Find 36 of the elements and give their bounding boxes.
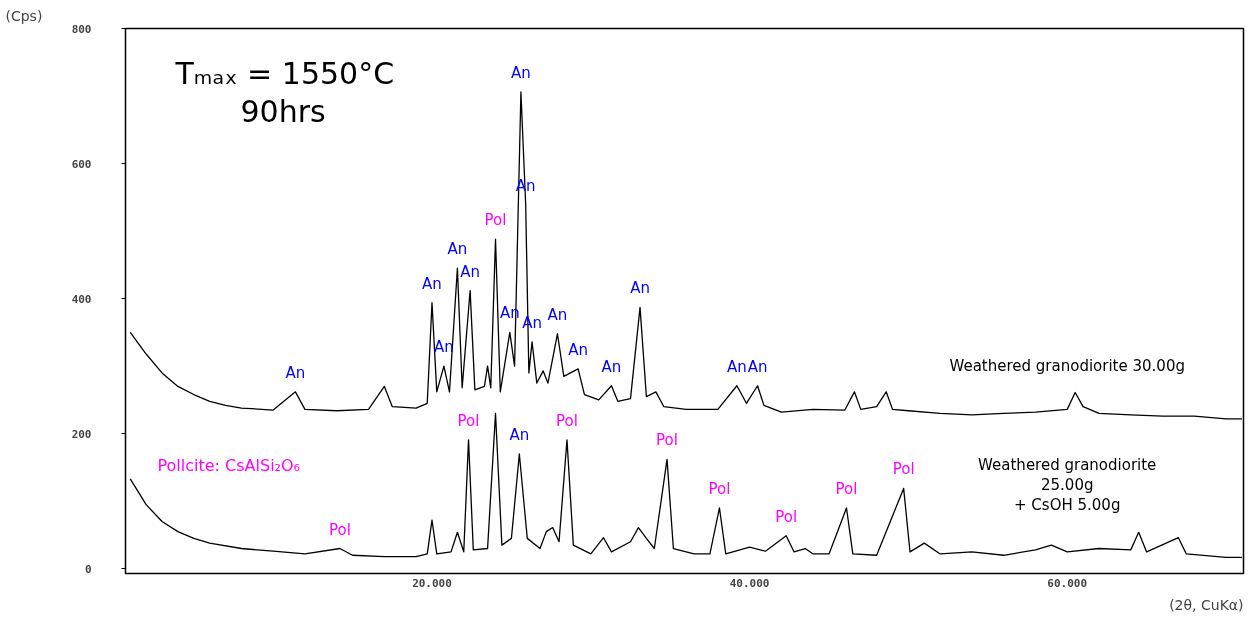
annotation: Tₘₐₓ = 1550°C	[174, 56, 395, 91]
annotation: Pol	[775, 507, 798, 526]
annotation: 90hrs	[240, 94, 326, 129]
annotation: Pol	[556, 411, 578, 430]
x-tick-label: 40.000	[729, 576, 770, 590]
x-tick-label: 60.000	[1047, 576, 1088, 590]
y-tick-label: 0	[84, 562, 92, 576]
annotation: Pol	[835, 479, 858, 498]
annotation: Pol	[892, 460, 915, 479]
annotation: Pol	[457, 411, 480, 430]
annotation: Pol	[656, 431, 678, 450]
annotation: An	[568, 340, 588, 359]
y-tick-label: 400	[71, 292, 92, 306]
annotation: An	[547, 305, 568, 324]
x-axis-title: (2θ, CuKα)	[1169, 596, 1244, 613]
y-tick-label: 800	[71, 22, 92, 36]
annotation: An	[509, 425, 530, 444]
series-label: Weathered granodiorite 30.00g	[949, 356, 1185, 375]
annotation: An	[285, 363, 306, 382]
annotation: Pol	[484, 211, 507, 230]
y-tick-label: 200	[71, 427, 92, 441]
annotation: Pollcite: CsAlSi₂O₆	[157, 456, 301, 475]
x-tick-label: 20.000	[412, 576, 452, 590]
y-axis-title: (Cps)	[5, 7, 43, 24]
annotation: An	[601, 357, 622, 376]
annotation: An	[447, 240, 468, 259]
annotation: An	[630, 279, 650, 298]
series-label: Weathered granodiorite 25.00g + CsOH 5.00g	[978, 456, 1157, 515]
y-tick-label: 600	[71, 157, 92, 171]
annotation: An	[422, 274, 442, 293]
annotation: An	[460, 262, 481, 281]
annotation: An	[727, 357, 747, 376]
annotation: An	[747, 357, 768, 376]
annotation: Pol	[328, 520, 351, 539]
annotation: Pol	[708, 479, 731, 498]
annotation: An	[511, 63, 531, 82]
